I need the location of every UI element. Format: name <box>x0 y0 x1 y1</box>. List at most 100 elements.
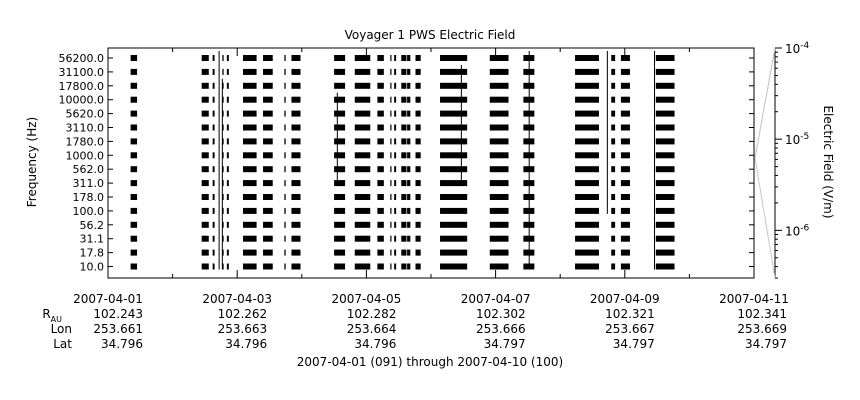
data-cell <box>212 263 215 270</box>
data-cell <box>620 138 630 145</box>
data-cell <box>440 263 468 270</box>
data-cell <box>291 235 301 242</box>
data-cell <box>212 82 215 89</box>
data-cell <box>226 138 229 145</box>
data-cell <box>489 138 509 145</box>
ephemeris-row-label-sub: AU <box>51 315 62 324</box>
data-cell <box>489 68 509 75</box>
data-cell <box>226 96 229 103</box>
data-cell <box>243 235 257 242</box>
data-cell <box>489 235 509 242</box>
data-cell <box>354 235 371 242</box>
data-cell <box>263 138 273 145</box>
data-cell <box>377 82 384 89</box>
data-cell <box>407 221 411 228</box>
data-cell <box>377 55 384 61</box>
data-cell <box>222 194 224 200</box>
data-cell <box>390 180 392 187</box>
colorbar-wedge-edge <box>754 47 776 159</box>
data-cell <box>440 96 468 103</box>
data-cell <box>489 166 509 173</box>
y-tick-label: 10000.0 <box>59 94 105 107</box>
y-tick-label: 100.0 <box>73 205 105 218</box>
data-cell <box>334 180 346 187</box>
data-cell <box>401 180 407 187</box>
data-cell <box>401 249 407 256</box>
data-cell <box>212 152 215 159</box>
x-tick-label: 2007-04-11 <box>719 292 789 306</box>
data-cell <box>377 166 384 173</box>
data-cell <box>284 263 286 270</box>
ephemeris-value: 34.797 <box>745 337 787 351</box>
data-cell <box>226 55 229 61</box>
plot-frame <box>107 47 755 279</box>
data-cell <box>394 194 397 200</box>
data-cell <box>222 152 224 159</box>
data-cell <box>263 249 273 256</box>
data-cell <box>390 249 392 256</box>
plot-area <box>107 47 755 279</box>
data-cell <box>611 82 616 89</box>
data-cell <box>226 152 229 159</box>
data-cell <box>226 68 229 75</box>
data-cell <box>201 110 209 117</box>
data-cell <box>394 110 397 117</box>
y-tick-label: 31100.0 <box>59 66 105 79</box>
data-cell <box>243 82 257 89</box>
data-cell <box>284 68 286 75</box>
data-cell <box>201 55 209 61</box>
data-cell <box>401 263 407 270</box>
data-cell <box>263 263 273 270</box>
data-cell <box>291 249 301 256</box>
data-cell <box>407 82 411 89</box>
data-cell <box>407 124 411 131</box>
data-cell <box>620 194 630 200</box>
y-axis: 56200.031100.017800.010000.05620.03110.0… <box>59 52 754 274</box>
data-cell <box>390 110 392 117</box>
data-cell <box>226 249 229 256</box>
data-cell <box>415 124 421 131</box>
data-cell <box>377 138 384 145</box>
data-cell <box>130 68 138 75</box>
data-cell <box>611 207 616 214</box>
data-cell <box>354 55 371 61</box>
data-cell <box>291 221 301 228</box>
data-cell <box>130 194 138 200</box>
ephemeris-value: 253.663 <box>218 322 268 336</box>
ephemeris-value: 253.666 <box>476 322 526 336</box>
data-cell <box>620 180 630 187</box>
data-cell <box>226 263 229 270</box>
data-cell <box>611 194 616 200</box>
data-cell <box>415 235 421 242</box>
data-cell <box>130 166 138 173</box>
data-cell <box>201 180 209 187</box>
y-tick-label: 5620.0 <box>66 108 105 121</box>
data-cell <box>377 194 384 200</box>
data-cell <box>655 82 675 89</box>
data-cell <box>620 110 630 117</box>
data-cell <box>575 207 599 214</box>
data-cell <box>212 68 215 75</box>
y-tick-label: 1000.0 <box>66 149 105 162</box>
data-cell <box>130 138 138 145</box>
data-cell <box>575 235 599 242</box>
data-cell <box>415 249 421 256</box>
data-cell <box>377 180 384 187</box>
data-cell <box>291 207 301 214</box>
data-cell <box>489 124 509 131</box>
ephemeris-value: 253.667 <box>605 322 655 336</box>
data-cell <box>377 235 384 242</box>
data-cell <box>212 124 215 131</box>
data-cell <box>390 55 392 61</box>
data-cell <box>334 124 346 131</box>
data-cell <box>334 96 346 103</box>
colorbar-tick-exponent: -5 <box>800 132 809 142</box>
data-cell <box>655 235 675 242</box>
data-cell <box>201 82 209 89</box>
data-cell <box>263 166 273 173</box>
data-cell <box>226 124 229 131</box>
data-cell <box>354 110 371 117</box>
data-cell <box>575 194 599 200</box>
data-cell <box>291 194 301 200</box>
y-tick-label: 3110.0 <box>66 122 105 135</box>
